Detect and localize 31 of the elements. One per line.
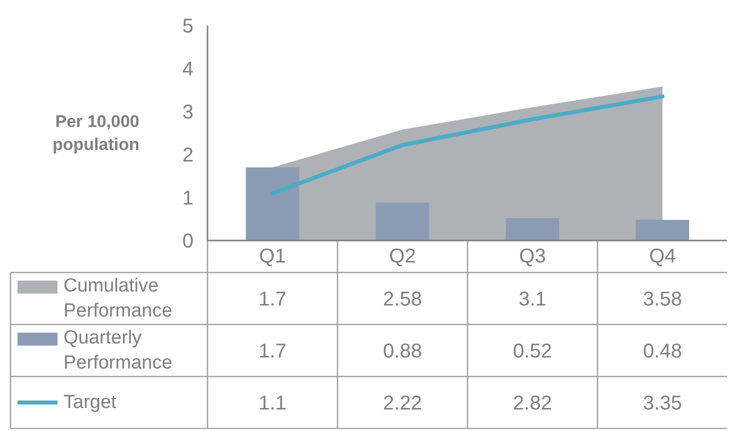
y-tick-label: 4 [182,58,194,80]
data-label: 3.58 [643,288,682,310]
y-tick-label: 0 [182,230,194,252]
data-label: 0.88 [383,340,422,362]
legend-label: Quarterly Performance [64,327,172,374]
data-label: 3.1 [518,288,546,310]
y-tick-label: 5 [182,16,194,38]
data-label: 0.48 [643,340,682,362]
y-tick-label: 1 [182,188,194,210]
data-label: 2.82 [513,392,552,414]
data-label: 1.7 [258,288,286,310]
y-tick-label: 3 [182,102,194,124]
bar [506,218,560,240]
y-tick-label: 2 [182,144,194,166]
x-tick-label: Q1 [259,246,286,268]
bar [636,220,690,240]
data-label: 2.58 [383,288,422,310]
data-label: 0.52 [513,340,552,362]
bar [246,167,300,240]
x-tick-label: Q4 [649,246,676,268]
data-label: 2.22 [383,392,422,414]
line-series [270,94,664,196]
x-tick-label: Q2 [389,246,416,268]
data-label: 3.35 [643,392,682,414]
y-axis-title: Per 10,000 population [52,112,140,154]
x-tick-label: Q3 [519,246,546,268]
legend-label: Cumulative Performance [64,275,172,322]
legend-label: Target [64,392,118,413]
bar [376,202,430,240]
data-label: 1.1 [258,392,286,414]
data-label: 1.7 [258,340,286,362]
